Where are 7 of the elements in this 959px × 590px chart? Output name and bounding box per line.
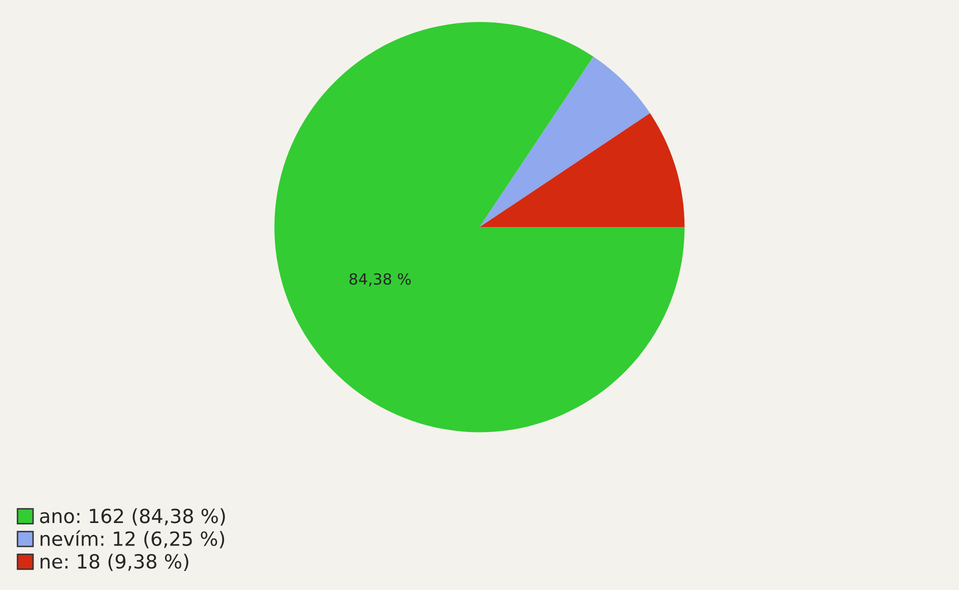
pie-slice (274, 22, 685, 432)
legend-label: ano: 162 (84,38 %) (40, 508, 225, 526)
pie-slice (480, 113, 685, 228)
pie-slice (480, 56, 650, 228)
legend-label: nevím: 12 (6,25 %) (40, 530, 224, 548)
data-label: 84,38 % (350, 273, 411, 286)
legend-label: ne: 18 (9,38 %) (40, 554, 188, 572)
